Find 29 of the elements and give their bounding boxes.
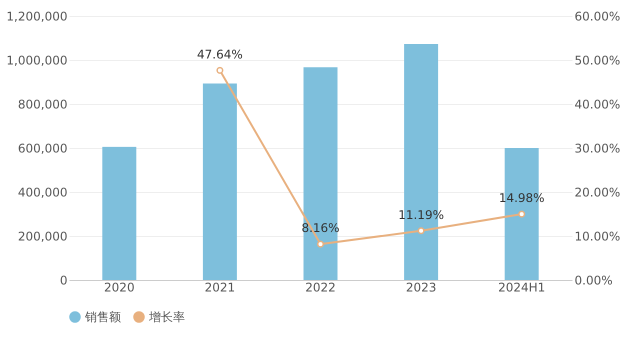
x-tick-label: 2022: [305, 280, 336, 294]
y2-tick-label: 60.00%: [574, 10, 620, 24]
y2-tick-label: 20.00%: [574, 186, 620, 200]
point: [418, 227, 425, 234]
y2-tick-label: 40.00%: [574, 98, 620, 112]
data-label: 47.64%: [197, 47, 243, 62]
y-tick-label: 800,000: [18, 98, 68, 112]
y-tick-label: 0: [60, 274, 68, 288]
bar: [304, 67, 338, 280]
y2-tick-label: 30.00%: [574, 142, 620, 156]
point: [216, 66, 224, 74]
y-tick-label: 1,000,000: [6, 54, 68, 68]
x-tick-label: 2023: [406, 280, 436, 294]
y2-tick-label: 0.00%: [574, 274, 613, 288]
legend-label: 销售额: [84, 310, 121, 324]
x-tick-label: 2021: [204, 280, 236, 294]
bar: [102, 146, 136, 280]
y2-tick-label: 10.00%: [574, 230, 620, 244]
y-tick-label: 600,000: [18, 142, 68, 156]
y-tick-label: 1,200,000: [6, 10, 68, 24]
point: [317, 240, 324, 248]
point: [518, 210, 526, 218]
y-tick-label: 200,000: [18, 230, 68, 244]
x-tick-label: 2024H1: [498, 280, 546, 294]
legend-label: 增长率: [148, 310, 185, 324]
y-tick-label: 400,000: [18, 186, 68, 200]
x-tick-label: 2020: [104, 280, 135, 294]
bar: [202, 84, 237, 280]
y2-tick-label: 50.00%: [574, 54, 620, 68]
